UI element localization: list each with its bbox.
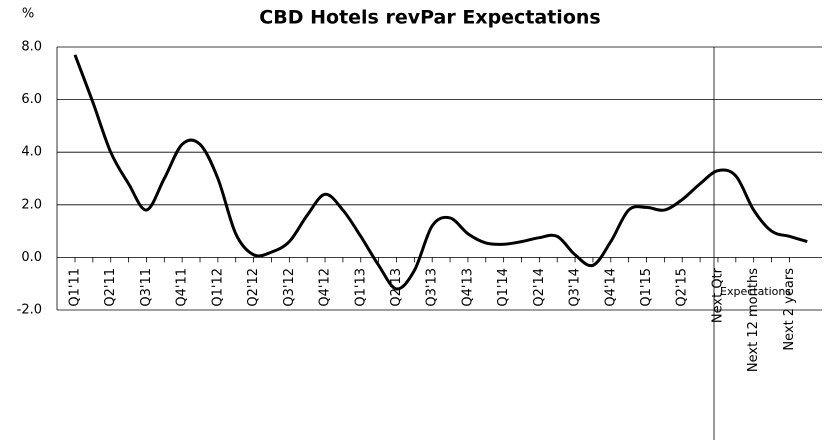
y-tick-label: 2.0 [21,197,42,212]
x-tick-label: Q4'11 [175,268,190,307]
x-tick-label: Q3'14 [568,268,583,307]
x-tick-label: Q1'12 [210,268,225,307]
x-tick-label: Q2'13 [389,268,404,307]
x-tick-label: Q2'12 [246,268,261,307]
y-tick-label: 6.0 [21,92,42,107]
x-tick-label: Q1'14 [496,268,511,307]
x-tick-label: Q1'13 [353,268,368,307]
x-tick-label: Q3'13 [425,268,440,307]
y-tick-label: 8.0 [21,40,42,55]
x-tick-label: Q4'14 [603,268,618,307]
x-tick-label: Q4'13 [460,268,475,307]
y-tick-label: 4.0 [21,145,42,160]
x-tick-label: Q1'11 [68,268,83,307]
annotation: Expectations [720,285,791,298]
x-tick-label: Q2'14 [532,268,547,307]
x-tick-label: Q1'15 [639,268,654,307]
x-tick-label: Next 12 months [746,268,761,372]
x-tick-label: Q2'15 [675,268,690,307]
y-tick-label: 0.0 [21,250,42,265]
x-tick-label: Q3'11 [139,268,154,307]
x-tick-label: Q2'11 [103,268,118,307]
y-unit: % [22,7,34,22]
y-tick-label: -2.0 [17,303,42,318]
series-line [73,54,808,291]
chart-title: CBD Hotels revPar Expectations [259,7,600,29]
x-tick-label: Next Qtr [710,267,725,323]
x-tick-label: Q4'12 [318,268,333,307]
x-tick-label: Next 2 years [782,268,797,351]
x-tick-label: Q3'12 [282,268,297,307]
